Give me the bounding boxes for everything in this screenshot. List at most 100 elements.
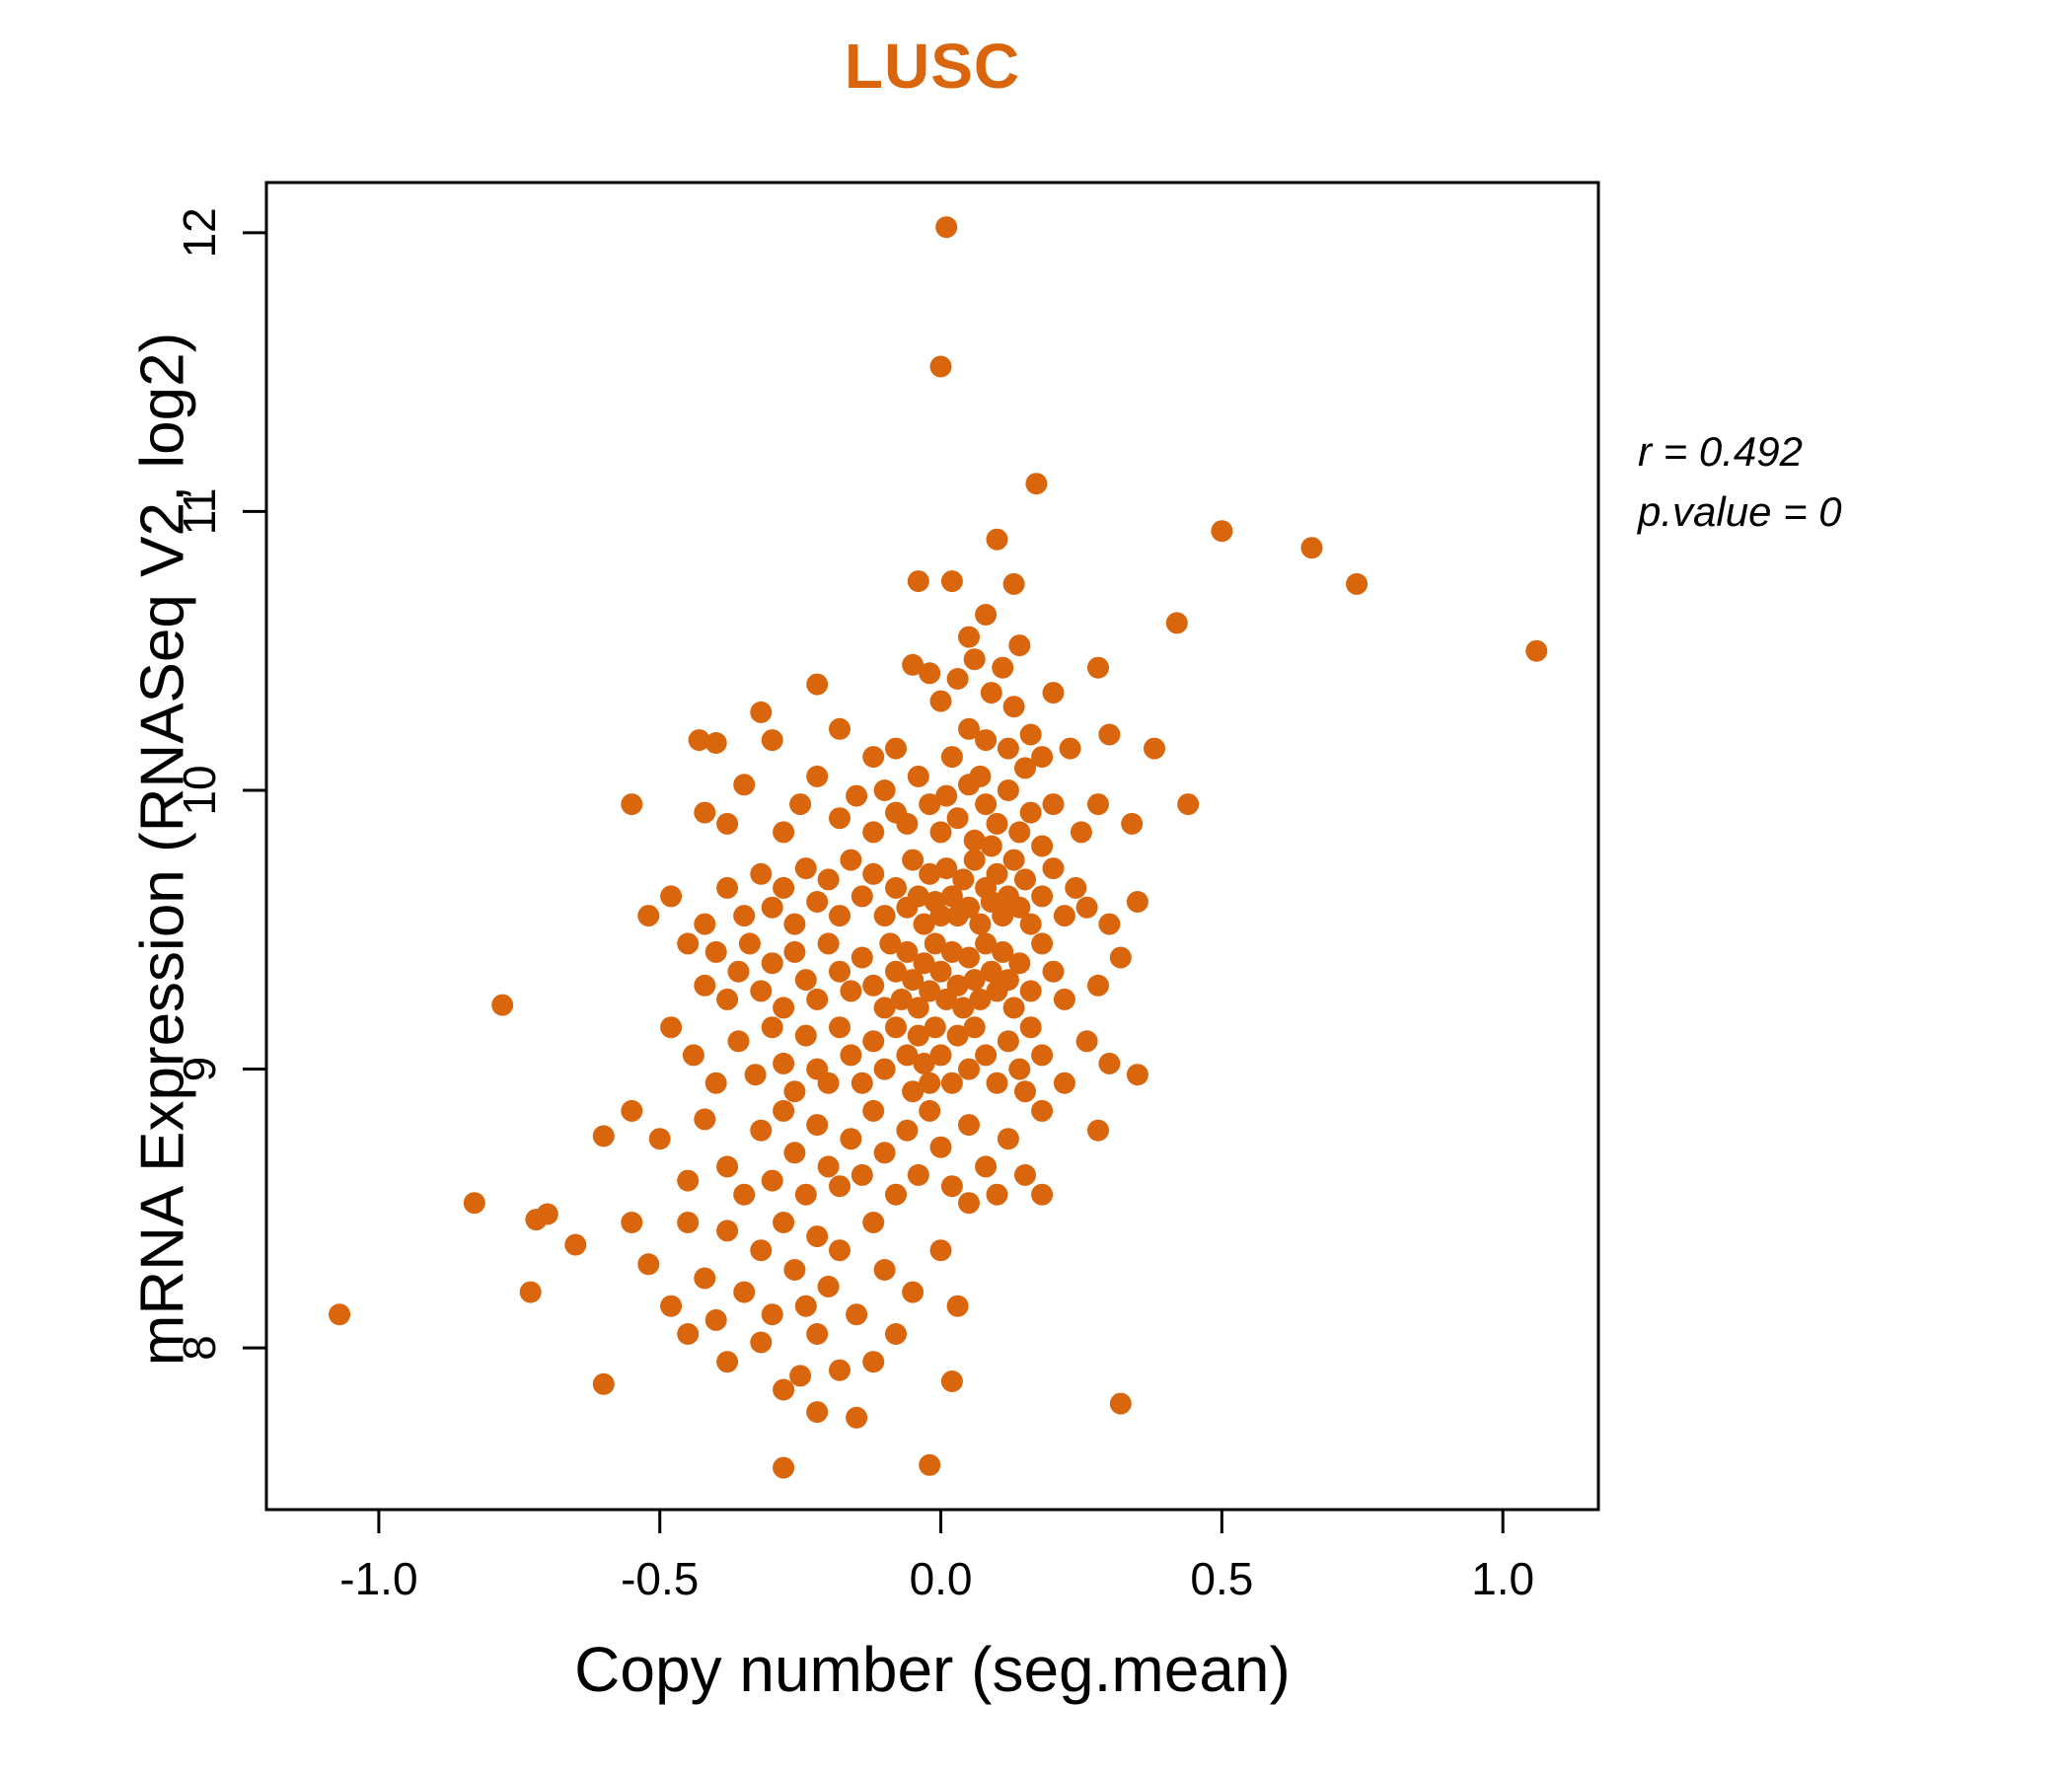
- scatter-point: [1346, 572, 1369, 595]
- y-tick-label: 8: [174, 1335, 225, 1361]
- scatter-point: [885, 737, 907, 760]
- x-axis-label: Copy number (seg.mean): [574, 1634, 1291, 1705]
- scatter-point: [806, 1401, 829, 1424]
- scatter-point: [1098, 723, 1121, 746]
- scatter-point: [1098, 1052, 1121, 1074]
- scatter-point: [1031, 1183, 1054, 1206]
- scatter-point: [564, 1233, 587, 1256]
- scatter-point: [919, 662, 941, 685]
- scatter-point: [817, 1275, 840, 1297]
- scatter-point: [963, 829, 986, 851]
- scatter-point: [704, 732, 727, 754]
- scatter-point: [1070, 821, 1092, 844]
- scatter-point: [773, 1456, 795, 1479]
- r-value-text: r = 0.492: [1638, 428, 1803, 475]
- scatter-point: [773, 1212, 795, 1233]
- scatter-point: [940, 1370, 963, 1392]
- scatter-point: [885, 1183, 907, 1206]
- scatter-point: [677, 932, 700, 955]
- scatter-point: [817, 1072, 840, 1094]
- scatter-point: [829, 1016, 851, 1039]
- scatter-point: [952, 997, 975, 1019]
- p-value-text: p.value = 0: [1638, 487, 1842, 535]
- scatter-point: [536, 1203, 558, 1225]
- scatter-point: [1002, 849, 1025, 871]
- scatter-point: [975, 604, 998, 626]
- scatter-point: [963, 969, 986, 992]
- scatter-point: [1002, 997, 1025, 1019]
- scatter-point: [986, 1183, 1008, 1206]
- scatter-point: [980, 960, 1002, 983]
- scatter-point: [783, 913, 806, 935]
- scatter-point: [913, 952, 935, 975]
- scatter-point: [829, 960, 851, 983]
- scatter-point: [919, 862, 941, 885]
- scatter-point: [329, 1303, 351, 1326]
- scatter-point: [896, 940, 919, 963]
- scatter-point: [940, 940, 963, 963]
- scatter-point: [794, 1295, 817, 1317]
- scatter-point: [902, 969, 925, 992]
- scatter-point: [896, 1119, 919, 1142]
- scatter-point: [873, 1259, 896, 1281]
- scatter-point: [862, 1212, 885, 1233]
- scatter-point: [621, 1212, 643, 1233]
- scatter-point: [783, 1259, 806, 1281]
- scatter-point: [704, 1072, 727, 1094]
- scatter-point: [851, 946, 873, 969]
- scatter-point: [794, 1024, 817, 1047]
- scatter-point: [773, 1052, 795, 1074]
- scatter-point: [1014, 1080, 1036, 1103]
- scatter-point: [1042, 960, 1065, 983]
- scatter-point: [806, 1225, 829, 1248]
- scatter-point: [1087, 974, 1109, 997]
- scatter-point: [913, 913, 935, 935]
- scatter-point: [817, 932, 840, 955]
- scatter-point: [885, 876, 907, 899]
- scatter-point: [829, 1359, 851, 1381]
- scatter-point: [935, 784, 958, 807]
- scatter-point: [963, 648, 986, 671]
- scatter-point: [1042, 682, 1065, 704]
- scatter-point: [952, 868, 975, 891]
- scatter-point: [907, 570, 929, 593]
- scatter-point: [896, 1044, 919, 1067]
- scatter-point: [829, 1239, 851, 1262]
- scatter-point: [846, 784, 868, 807]
- scatter-point: [761, 1169, 783, 1192]
- scatter-point: [761, 952, 783, 975]
- scatter-point: [694, 1108, 716, 1131]
- scatter-point: [716, 988, 739, 1010]
- scatter-point: [1031, 1044, 1054, 1067]
- scatter-point: [660, 1295, 683, 1317]
- scatter-point: [986, 862, 1008, 885]
- scatter-point: [986, 812, 1008, 835]
- scatter-point: [682, 1044, 704, 1067]
- scatter-point: [704, 1308, 727, 1331]
- y-tick-label: 10: [174, 765, 225, 815]
- scatter-point: [946, 807, 969, 830]
- scatter-point: [829, 905, 851, 927]
- scatter-point: [946, 1295, 969, 1317]
- scatter-point: [992, 656, 1014, 679]
- scatter-point: [1019, 980, 1042, 1002]
- scatter-point: [885, 960, 907, 983]
- scatter-point: [997, 779, 1019, 801]
- scatter-point: [806, 673, 829, 696]
- scatter-point: [688, 729, 710, 752]
- scatter-point: [840, 1044, 862, 1067]
- scatter-point: [924, 932, 946, 955]
- scatter-point: [519, 1281, 542, 1303]
- scatter-point: [789, 1365, 812, 1387]
- scatter-point: [1014, 868, 1036, 891]
- scatter-point: [727, 960, 750, 983]
- scatter-point: [885, 1323, 907, 1345]
- y-tick-label: 11: [174, 488, 225, 536]
- scatter-point: [1075, 896, 1098, 919]
- scatter-point: [969, 765, 992, 787]
- scatter-point: [929, 1044, 952, 1067]
- scatter-point: [677, 1169, 700, 1192]
- scatter-point: [738, 932, 761, 955]
- scatter-point: [806, 1114, 829, 1137]
- scatter-point: [1008, 821, 1031, 844]
